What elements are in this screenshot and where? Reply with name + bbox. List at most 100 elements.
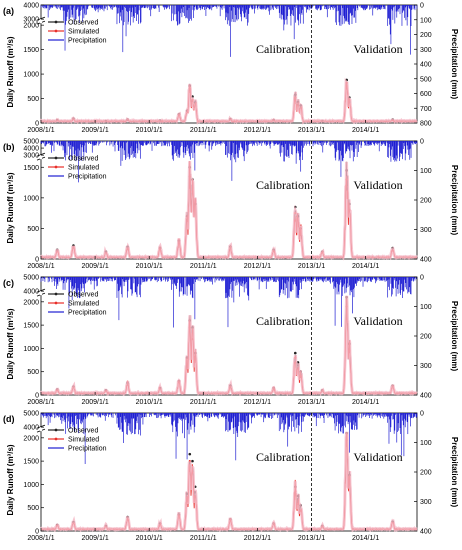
legend-marker	[54, 428, 58, 432]
y2-axis-label: Precipitation (mm)	[450, 301, 459, 372]
axis-break-gap	[40, 155, 42, 160]
validation-label: Validation	[353, 314, 402, 328]
y2-axis-label: Precipitation (mm)	[450, 437, 459, 508]
y2-tick-label: 200	[420, 470, 432, 477]
legend-label: Simulated	[68, 301, 99, 308]
calibration-label: Calibration	[256, 42, 310, 56]
y2-tick-label: 200	[420, 32, 432, 39]
validation-label: Validation	[353, 178, 402, 192]
legend-label: Precipitation	[68, 310, 107, 317]
legend-marker	[54, 20, 58, 24]
y2-tick-label: 300	[420, 227, 432, 234]
legend-marker	[54, 29, 58, 33]
panel-label: (a)	[3, 6, 14, 16]
x-tick-label: 2009/1/1	[81, 535, 108, 542]
y2-tick-label: 100	[420, 440, 432, 447]
legend-label: Precipitation	[68, 174, 107, 181]
legend-label: Observed	[68, 156, 98, 163]
calibration-label: Calibration	[256, 178, 310, 192]
y-tick-label: 1500	[23, 165, 39, 172]
y2-tick-label: 400	[420, 257, 432, 264]
y2-tick-label: 300	[420, 499, 432, 506]
y-tick-label: 5000	[23, 139, 39, 146]
y2-tick-label: 200	[420, 198, 432, 205]
y2-tick-label: 100	[420, 168, 432, 175]
y2-tick-label: 400	[420, 393, 432, 400]
y2-axis-label: Precipitation (mm)	[450, 29, 459, 100]
y2-tick-label: 200	[420, 334, 432, 341]
x-tick-label: 2013/1/1	[298, 535, 325, 542]
y2-tick-label: 100	[420, 304, 432, 311]
y-tick-label: 2000	[23, 23, 39, 30]
legend-marker	[54, 156, 58, 160]
x-tick-label: 2010/1/1	[136, 263, 163, 270]
y-tick-label: 0	[35, 529, 39, 536]
y2-tick-label: 500	[420, 76, 432, 83]
precipitation-series	[40, 141, 418, 183]
axis-break-gap	[40, 427, 42, 432]
y-tick-label: 3000	[23, 17, 39, 24]
panel-d: 0 500 1000 1500 2000 5000 4000 0 100 200 300 400 200…	[3, 411, 459, 543]
x-tick-label: 2014/1/1	[352, 127, 379, 134]
x-tick-label: 2012/1/1	[244, 535, 271, 542]
x-tick-label: 2008/1/1	[27, 399, 54, 406]
x-tick-label: 2009/1/1	[81, 399, 108, 406]
y-tick-label: 3000	[23, 153, 39, 160]
y-tick-label: 500	[27, 96, 39, 103]
axis-break-gap	[40, 19, 42, 24]
validation-label: Validation	[353, 450, 402, 464]
y2-tick-label: 400	[420, 529, 432, 536]
y-tick-label: 1500	[23, 323, 39, 330]
x-tick-label: 2009/1/1	[81, 127, 108, 134]
y2-tick-label: 300	[420, 363, 432, 370]
y-tick-label: 4000	[23, 3, 39, 10]
x-tick-label: 2010/1/1	[136, 535, 163, 542]
x-tick-label: 2008/1/1	[27, 127, 54, 134]
x-tick-label: 2011/1/1	[190, 535, 217, 542]
x-tick-label: 2008/1/1	[27, 535, 54, 542]
y-tick-label: 2000	[23, 299, 39, 306]
uncertainty-band	[39, 77, 418, 125]
legend-label: Observed	[68, 20, 98, 27]
y-tick-label: 1000	[23, 72, 39, 79]
axis-break-gap	[40, 291, 42, 296]
legend-label: Simulated	[68, 437, 99, 444]
simulated-series	[40, 81, 418, 124]
y-tick-label: 500	[27, 226, 39, 233]
x-tick-label: 2014/1/1	[352, 263, 379, 270]
y-tick-label: 1500	[23, 47, 39, 54]
y2-tick-label: 700	[420, 106, 432, 113]
observed-point	[191, 459, 194, 463]
y-tick-label: 4000	[23, 146, 39, 153]
y2-tick-label: 400	[420, 62, 432, 69]
x-tick-label: 2013/1/1	[298, 263, 325, 270]
y2-tick-label: 100	[420, 17, 432, 24]
uncertainty-band	[39, 431, 418, 533]
legend-label: Simulated	[68, 165, 99, 172]
simulated-line	[40, 83, 418, 124]
y-tick-label: 1000	[23, 195, 39, 202]
y-tick-label: 1000	[23, 346, 39, 353]
panel-label: (d)	[3, 414, 15, 424]
y-tick-label: 1500	[23, 459, 39, 466]
precipitation-series	[40, 277, 417, 328]
x-tick-label: 2010/1/1	[136, 127, 163, 134]
x-tick-label: 2014/1/1	[352, 535, 379, 542]
y2-tick-label: 300	[420, 47, 432, 54]
observed-line	[40, 81, 417, 123]
y-axis-label: Daily Runoff (m³/s)	[6, 172, 15, 243]
x-tick-label: 2012/1/1	[244, 263, 271, 270]
validation-label: Validation	[353, 42, 402, 56]
y2-tick-label: 800	[420, 121, 432, 128]
y-tick-label: 2000	[23, 435, 39, 442]
y-tick-label: 500	[27, 505, 39, 512]
observed-series	[40, 78, 417, 123]
legend-label: Precipitation	[68, 446, 107, 453]
y2-tick-label: 0	[420, 3, 424, 10]
panel-c: 0 500 1000 1500 2000 5000 4000 0 100 200 300 400 200…	[3, 275, 459, 407]
legend-marker	[54, 165, 58, 169]
x-tick-label: 2014/1/1	[352, 399, 379, 406]
x-tick-label: 2011/1/1	[190, 399, 217, 406]
